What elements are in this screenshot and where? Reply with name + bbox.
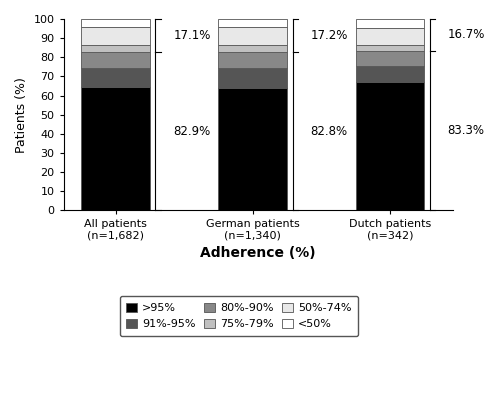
Bar xyxy=(218,45,287,52)
Bar xyxy=(218,27,287,45)
Bar xyxy=(218,68,287,88)
Text: 82.9%: 82.9% xyxy=(173,124,210,138)
Bar xyxy=(218,19,287,27)
Bar xyxy=(82,87,150,210)
Text: 16.7%: 16.7% xyxy=(448,28,485,42)
Bar xyxy=(356,28,424,45)
Text: 17.2%: 17.2% xyxy=(310,29,348,42)
Text: 83.3%: 83.3% xyxy=(448,124,484,137)
Bar xyxy=(82,45,150,52)
Legend: >95%, 91%-95%, 80%-90%, 75%-79%, 50%-74%, <50%: >95%, 91%-95%, 80%-90%, 75%-79%, 50%-74%… xyxy=(120,296,358,336)
Y-axis label: Patients (%): Patients (%) xyxy=(15,77,28,152)
Bar xyxy=(356,82,424,210)
Text: 82.8%: 82.8% xyxy=(310,125,348,138)
Bar xyxy=(356,51,424,66)
Bar xyxy=(82,27,150,45)
Bar xyxy=(82,68,150,87)
Bar xyxy=(356,45,424,51)
X-axis label: Adherence (%): Adherence (%) xyxy=(200,246,316,260)
Bar xyxy=(356,66,424,82)
Bar xyxy=(218,88,287,210)
Bar xyxy=(82,52,150,68)
Bar xyxy=(218,52,287,68)
Bar xyxy=(356,19,424,28)
Text: 17.1%: 17.1% xyxy=(173,29,210,42)
Bar xyxy=(82,19,150,27)
